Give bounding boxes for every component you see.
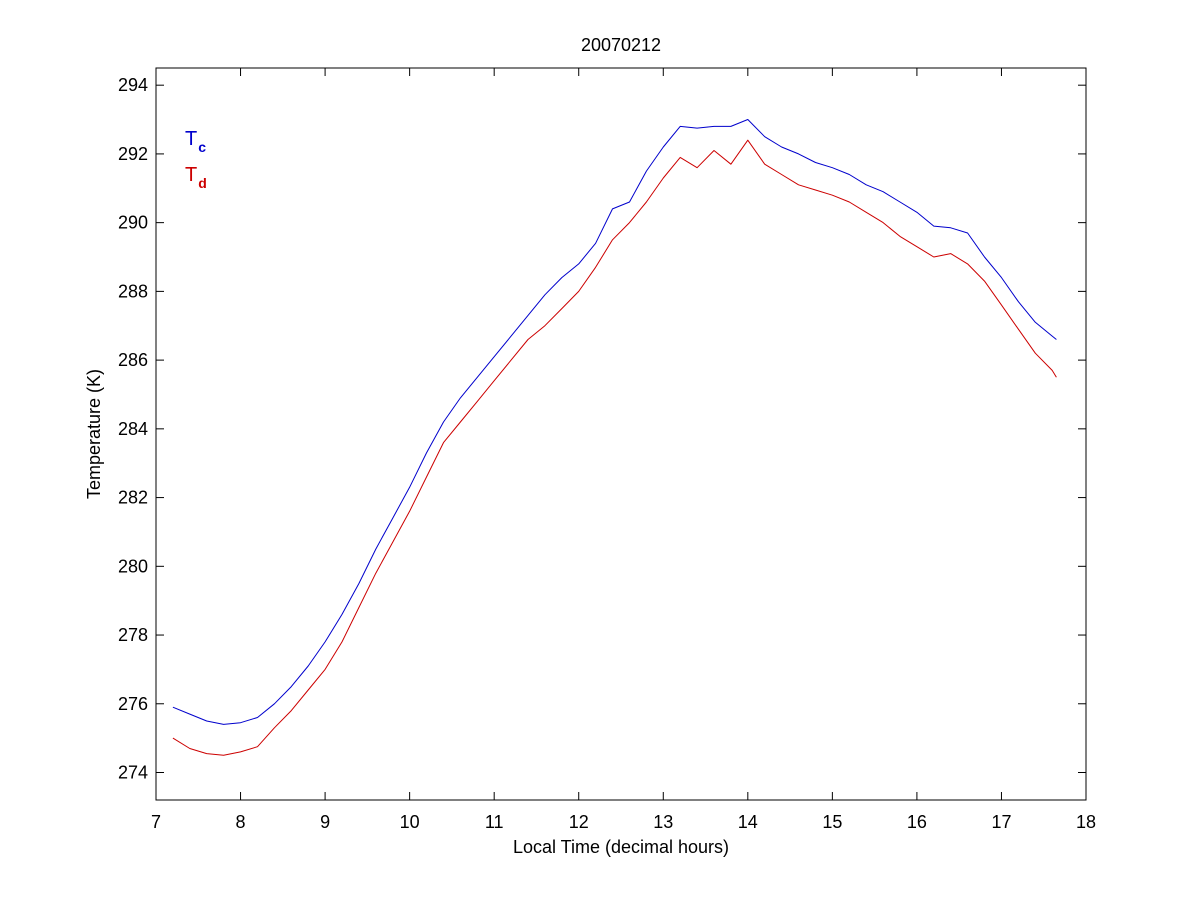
y-axis-label: Temperature (K) bbox=[84, 369, 104, 499]
y-tick-label: 286 bbox=[118, 350, 148, 370]
series-line-tc bbox=[172, 119, 1057, 725]
x-tick-label: 12 bbox=[569, 812, 589, 832]
x-axis-label: Local Time (decimal hours) bbox=[513, 837, 729, 857]
y-axis: 274 276 278 280 282 284 286 288 290 292 294 bbox=[118, 75, 1086, 783]
y-tick-label: 276 bbox=[118, 694, 148, 714]
series-layer bbox=[172, 119, 1057, 756]
x-tick-label: 13 bbox=[653, 812, 673, 832]
y-tick-label: 292 bbox=[118, 144, 148, 164]
x-axis: 7 8 9 10 11 12 13 14 15 16 17 18 bbox=[151, 68, 1096, 832]
x-tick-label: 8 bbox=[236, 812, 246, 832]
series-line-td bbox=[172, 139, 1057, 756]
plot-area bbox=[155, 67, 1087, 801]
legend-entry-tc: Tc bbox=[185, 128, 206, 155]
x-tick-label: 10 bbox=[400, 812, 420, 832]
y-tick-label: 284 bbox=[118, 419, 148, 439]
y-tick-label: 278 bbox=[118, 625, 148, 645]
y-tick-label: 280 bbox=[118, 556, 148, 576]
chart-title: 20070212 bbox=[581, 35, 661, 55]
x-tick-label: 17 bbox=[991, 812, 1011, 832]
legend-sub-tc: c bbox=[198, 139, 206, 155]
legend-main-td: T bbox=[185, 164, 197, 186]
y-tick-label: 288 bbox=[118, 281, 148, 301]
y-tick-label: 282 bbox=[118, 488, 148, 508]
legend-main-tc: T bbox=[185, 128, 197, 150]
y-tick-label: 290 bbox=[118, 213, 148, 233]
x-tick-label: 18 bbox=[1076, 812, 1096, 832]
x-tick-label: 9 bbox=[320, 812, 330, 832]
x-tick-label: 15 bbox=[822, 812, 842, 832]
x-tick-label: 16 bbox=[907, 812, 927, 832]
legend-entry-td: Td bbox=[185, 164, 207, 191]
legend-sub-td: d bbox=[198, 175, 207, 191]
x-tick-label: 11 bbox=[485, 812, 504, 832]
y-tick-label: 294 bbox=[118, 75, 148, 95]
x-tick-label: 14 bbox=[738, 812, 758, 832]
y-tick-label: 274 bbox=[118, 763, 148, 783]
x-tick-label: 7 bbox=[151, 812, 161, 832]
